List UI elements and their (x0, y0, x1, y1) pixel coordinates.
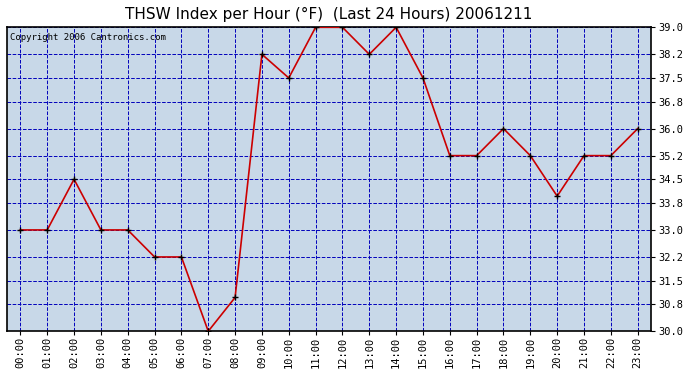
Title: THSW Index per Hour (°F)  (Last 24 Hours) 20061211: THSW Index per Hour (°F) (Last 24 Hours)… (126, 7, 533, 22)
Text: Copyright 2006 Cantronics.com: Copyright 2006 Cantronics.com (10, 33, 166, 42)
